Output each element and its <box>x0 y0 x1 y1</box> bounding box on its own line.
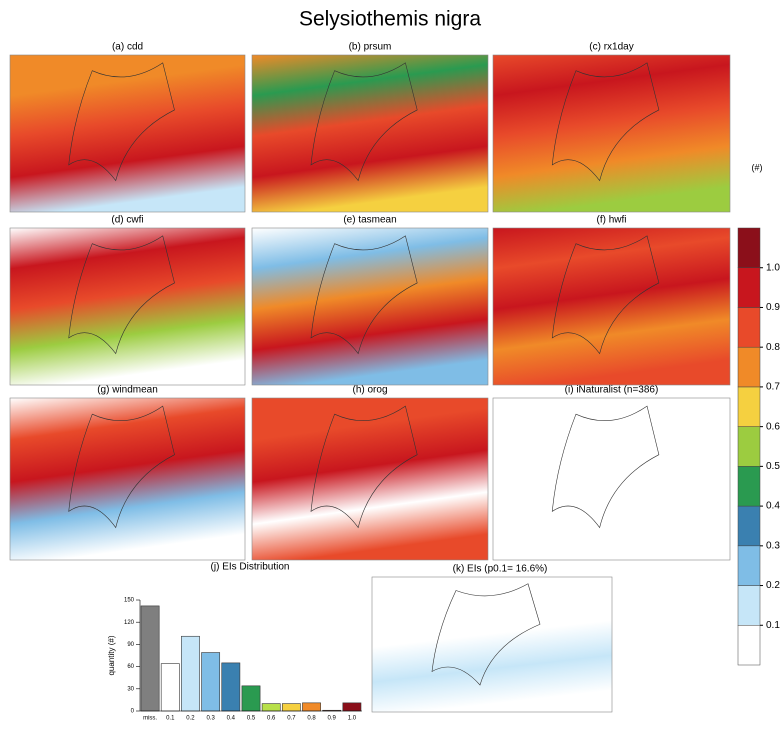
x-tick-label: 0.5 <box>247 716 256 722</box>
x-tick-label: 0.3 <box>206 716 215 722</box>
colorbar-unit: (#) <box>752 162 763 172</box>
map-panel <box>10 398 245 560</box>
colorbar-swatch <box>738 387 760 427</box>
colorbar-tick-label: 0.7 <box>766 382 780 393</box>
panel-title: (c) rx1day <box>589 42 633 53</box>
map-panel <box>493 55 730 212</box>
colorbar-tick-label: 0.1 <box>766 620 780 631</box>
colorbar-tick-label: 0.6 <box>766 421 780 432</box>
colorbar-swatch <box>738 307 760 347</box>
map-panel <box>252 55 488 212</box>
y-tick-label: 120 <box>124 620 135 626</box>
bar <box>141 606 159 711</box>
map-panel <box>252 398 488 560</box>
y-axis-label: quantity (#) <box>107 635 116 675</box>
panel-title: (i) iNaturalist (n=386) <box>565 385 659 396</box>
figure-title: Selysiothemis nigra <box>299 8 481 31</box>
bar <box>343 703 361 711</box>
y-tick-label: 0 <box>131 709 135 715</box>
x-tick-label: 0.6 <box>267 716 276 722</box>
colorbar-tick-label: 0.4 <box>766 501 780 512</box>
x-tick-label: 0.4 <box>227 716 236 722</box>
histogram-title: (j) EIs Distribution <box>211 562 290 573</box>
colorbar-tick-label: 0.2 <box>766 580 780 591</box>
colorbar-tick-label: 0.3 <box>766 540 780 551</box>
x-tick-label: 0.7 <box>287 716 296 722</box>
colorbar-swatch <box>738 466 760 506</box>
map-panel <box>493 228 730 385</box>
y-tick-label: 30 <box>127 686 134 692</box>
colorbar-swatch <box>738 625 760 665</box>
colorbar-swatch <box>738 506 760 546</box>
map-panel <box>372 577 612 712</box>
bar <box>262 704 280 711</box>
map-panel <box>493 398 730 560</box>
bar <box>242 686 260 711</box>
colorbar-swatch <box>738 546 760 586</box>
x-tick-label: 0.1 <box>166 716 175 722</box>
colorbar-tick-label: 0.5 <box>766 461 780 472</box>
colorbar-tick-label: 1.0 <box>766 262 780 273</box>
colorbar-tick-label: 0.9 <box>766 302 780 313</box>
histogram: quantity (#) 0 30 60 90 120 150 miss. 0.1 0.2 0.3 0… <box>107 598 362 722</box>
maps <box>10 55 730 712</box>
panel-title: (e) tasmean <box>343 215 396 226</box>
x-tick-label: miss. <box>143 716 157 722</box>
colorbar-tick-label: 0.8 <box>766 342 780 353</box>
x-tick-label: 0.9 <box>328 716 337 722</box>
colorbar-swatch <box>738 268 760 308</box>
colorbar-swatch <box>738 586 760 626</box>
bar <box>282 704 300 711</box>
x-tick-label: 0.8 <box>307 716 316 722</box>
figure: Selysiothemis nigra (#) quantity (#) 0 30 6… <box>0 0 781 727</box>
bar <box>222 663 240 711</box>
bar <box>302 703 320 711</box>
panel-title: (f) hwfi <box>597 215 627 226</box>
bar <box>202 653 220 711</box>
panel-title: (a) cdd <box>112 42 143 53</box>
bar <box>161 664 179 711</box>
x-tick-label: 1.0 <box>348 716 357 722</box>
y-tick-label: 60 <box>127 664 134 670</box>
colorbar-swatch <box>738 427 760 467</box>
panel-title: (k) EIs (p0.1= 16.6%) <box>453 564 548 575</box>
panel-title: (h) orog <box>352 385 387 396</box>
panel-title: (d) cwfi <box>111 215 143 226</box>
panel-title: (b) prsum <box>349 42 392 53</box>
map-panel <box>10 55 245 212</box>
map-panel <box>252 228 488 385</box>
y-tick-label: 150 <box>124 598 135 604</box>
colorbar-swatch <box>738 228 760 268</box>
bar <box>181 636 199 711</box>
panel-title: (g) windmean <box>97 385 158 396</box>
map-panel <box>10 228 245 385</box>
y-tick-label: 90 <box>127 642 134 648</box>
x-tick-label: 0.2 <box>186 716 195 722</box>
colorbar-swatch <box>738 347 760 387</box>
colorbar: 0.1 0.2 0.3 0.4 0.5 0.6 0.7 0.8 0.9 1.0 <box>738 228 780 665</box>
